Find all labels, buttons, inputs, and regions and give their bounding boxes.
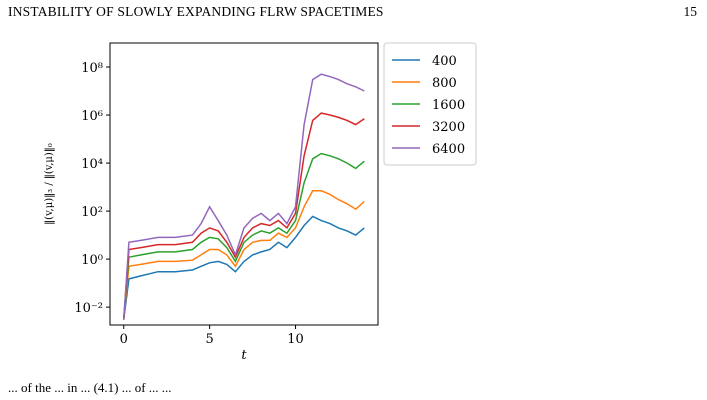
y-tick-label: 10⁸	[81, 61, 103, 76]
plot-frame	[109, 42, 379, 326]
legend-label-1600: 1600	[432, 98, 465, 113]
legend-label-400: 400	[432, 54, 457, 69]
series-line-6400	[122, 73, 365, 320]
series-line-1600	[122, 152, 365, 320]
x-tick-label: 0	[120, 332, 128, 347]
x-tick-label: 10	[287, 332, 304, 347]
legend-label-6400: 6400	[432, 142, 465, 157]
series-line-3200	[122, 112, 365, 320]
y-tick-label: 10⁰	[81, 253, 103, 268]
y-tick-label: 10⁴	[81, 157, 103, 172]
x-axis-label: t	[241, 348, 247, 363]
y-tick-label: 10²	[81, 205, 103, 220]
y-tick-label: 10⁶	[81, 109, 103, 124]
legend-label-800: 800	[432, 76, 457, 91]
caption-fragment: ... of the ... in ... (4.1) ... of ... .…	[8, 380, 172, 395]
series-line-400	[122, 215, 365, 320]
series-line-800	[122, 190, 365, 320]
legend-label-3200: 3200	[432, 120, 465, 135]
legend-box	[383, 42, 477, 166]
running-head: INSTABILITY OF SLOWLY EXPANDING FLRW SPA…	[8, 4, 384, 19]
x-tick-label: 5	[206, 332, 214, 347]
log-line-chart: 0 5 10 10⁻² 10⁰ 10² 10⁴ 10⁶ 10⁸ t ‖(v,μ)‖₃ / ‖(v,μ…	[44, 42, 477, 363]
y-tick-label: 10⁻²	[74, 301, 103, 316]
y-axis-label: ‖(v,μ)‖₃ / ‖(v,μ)‖₀	[44, 143, 55, 225]
page-number: 15	[683, 4, 698, 19]
